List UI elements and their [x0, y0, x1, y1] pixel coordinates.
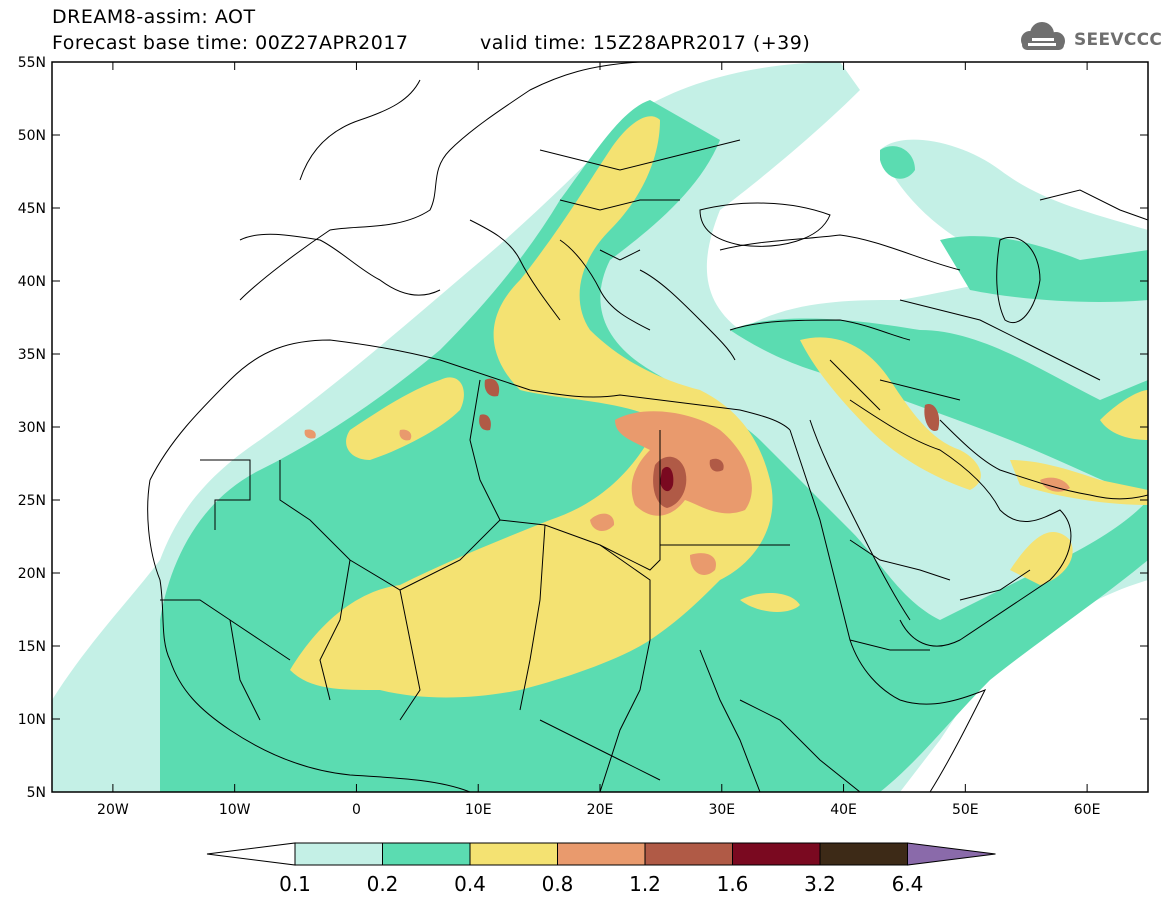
colorbar-label: 3.2 [804, 872, 836, 896]
aot-band-1.2 [479, 378, 940, 508]
colorbar: 0.1 0.2 0.4 0.8 1.2 1.6 3.2 6.4 [206, 842, 996, 896]
colorbar-label: 1.6 [717, 872, 749, 896]
forecast-base-time: Forecast base time: 00Z27APR2017 [52, 32, 409, 54]
lat-tick-label: 20N [18, 566, 46, 582]
country-borders [147, 62, 1148, 792]
colorbar-label: 0.4 [454, 872, 486, 896]
aot-band-0.4 [290, 116, 1148, 698]
colorbar-box [469, 842, 558, 866]
lon-tick-label: 10E [465, 802, 492, 818]
map-title: DREAM8-assim: AOT [52, 6, 256, 28]
lat-tick-label: 25N [18, 493, 46, 509]
lon-tick-label: 10W [219, 802, 251, 818]
lat-tick-label: 40N [18, 274, 46, 290]
lon-tick-label: 30E [708, 802, 735, 818]
longitude-axis: 20W 10W 0 10E 20E 30E 40E 50E 60E [97, 62, 1100, 818]
aot-band-0.8 [304, 411, 1070, 575]
colorbar-box [557, 842, 646, 866]
colorbar-box [819, 842, 908, 866]
lat-tick-label: 5N [27, 785, 46, 801]
lon-tick-label: 50E [952, 802, 979, 818]
aot-band-1.6 [660, 466, 674, 492]
lon-tick-label: 40E [830, 802, 857, 818]
colorbar-box [732, 842, 821, 866]
colorbar-over-triangle [907, 842, 996, 866]
lon-tick-label: 20E [587, 802, 614, 818]
lat-tick-label: 10N [18, 712, 46, 728]
colorbar-label: 1.2 [629, 872, 661, 896]
lon-tick-label: 0 [352, 802, 361, 818]
lat-tick-label: 15N [18, 639, 46, 655]
logo-text: SEEVCCC [1074, 30, 1163, 50]
lat-tick-label: 55N [18, 55, 46, 71]
lon-tick-label: 60E [1074, 802, 1101, 818]
lat-tick-label: 50N [18, 128, 46, 144]
colorbar-box [382, 842, 471, 866]
valid-time: valid time: 15Z28APR2017 (+39) [480, 32, 811, 54]
lat-tick-label: 30N [18, 420, 46, 436]
aot-contours [52, 62, 1148, 792]
colorbar-label: 0.1 [279, 872, 311, 896]
latitude-axis: 55N 50N 45N 40N 35N 30N 25N 20N 15N 10N 5N [18, 55, 1148, 801]
colorbar-under-triangle [206, 842, 296, 866]
seevccc-logo [1021, 22, 1065, 50]
lat-tick-label: 45N [18, 201, 46, 217]
colorbar-label: 0.2 [367, 872, 399, 896]
lon-tick-label: 20W [97, 802, 129, 818]
colorbar-label: 0.8 [542, 872, 574, 896]
colorbar-box [644, 842, 733, 866]
colorbar-box [294, 842, 383, 866]
lat-tick-label: 35N [18, 347, 46, 363]
colorbar-label: 6.4 [892, 872, 924, 896]
